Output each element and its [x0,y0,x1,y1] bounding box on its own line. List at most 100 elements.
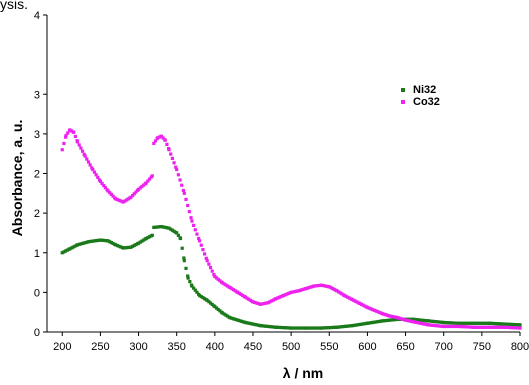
data-point [68,128,72,132]
legend-marker [401,100,405,104]
data-point [323,326,327,330]
data-point [72,130,76,134]
data-point [159,224,164,229]
data-point [403,318,408,322]
data-point [426,323,431,327]
data-point [213,274,217,279]
data-point [445,324,449,329]
data-point [386,313,390,317]
data-point [207,262,211,266]
data-point [86,160,91,164]
data-point [264,301,268,305]
data-point [66,131,70,135]
data-point [123,199,127,203]
data-point [126,245,130,250]
data-point [175,231,179,235]
x-tick-label: 800 [511,341,529,353]
data-point [222,312,226,316]
data-point [92,170,97,174]
data-point [237,291,242,296]
data-point [161,225,165,229]
data-point [270,325,274,329]
data-point [472,325,476,329]
data-point [188,279,192,284]
y-tick-label: 2 [34,208,40,220]
data-point [413,317,417,322]
data-point [430,319,434,323]
data-point [210,302,214,307]
data-point [359,302,364,306]
data-point [80,149,85,153]
data-point [311,326,315,330]
data-point [163,138,167,142]
data-point [294,326,298,330]
data-point [230,287,234,291]
data-point [442,324,446,329]
data-point [126,197,130,201]
data-point [411,320,415,324]
data-point [129,195,133,199]
data-point [503,325,507,329]
data-point [91,167,95,172]
y-axis-label: Absorbance, a. u. [9,120,25,237]
data-point [136,241,141,245]
data-point [241,293,245,298]
data-point [399,317,403,321]
data-point [342,324,346,329]
data-point [467,321,471,325]
data-point [381,319,385,323]
data-point [163,225,167,229]
data-point [329,286,333,290]
data-point [205,259,209,263]
data-point [138,240,142,244]
data-point [433,320,437,324]
data-point [85,157,89,161]
data-point [109,241,113,245]
data-point [508,325,512,330]
data-point [355,300,359,304]
data-point [220,311,225,315]
data-point [494,325,498,329]
data-point [482,325,486,329]
data-point [491,325,495,329]
data-point [214,276,219,280]
data-point [318,326,322,330]
data-point [100,238,104,242]
data-point [491,321,495,326]
data-point [65,248,69,252]
data-point [157,135,161,139]
data-point [80,241,85,246]
data-point [361,303,365,307]
data-point [447,324,451,329]
data-point [88,163,92,167]
data-point [370,320,375,325]
data-point [508,322,512,326]
y-tick-label: 2 [34,169,40,181]
x-tick-label: 650 [396,341,414,353]
data-point [269,325,273,329]
data-point [252,322,256,326]
data-point [224,283,228,287]
data-point [340,292,344,296]
data-point [477,321,481,325]
legend-label: Ni32 [413,84,436,96]
data-point [514,323,519,327]
data-point [302,287,306,291]
x-tick-label: 700 [435,341,453,353]
data-point [292,326,297,330]
data-point [140,239,144,243]
data-point [484,321,488,325]
data-point [106,189,110,193]
data-point [482,321,486,325]
data-point [256,301,260,306]
data-point [382,319,386,323]
data-point [353,323,358,327]
data-point [77,242,81,246]
x-tick-label: 400 [206,341,224,353]
data-point [459,321,463,325]
data-point [205,298,209,302]
data-point [464,321,468,325]
data-point [83,154,87,158]
data-point [235,318,239,322]
